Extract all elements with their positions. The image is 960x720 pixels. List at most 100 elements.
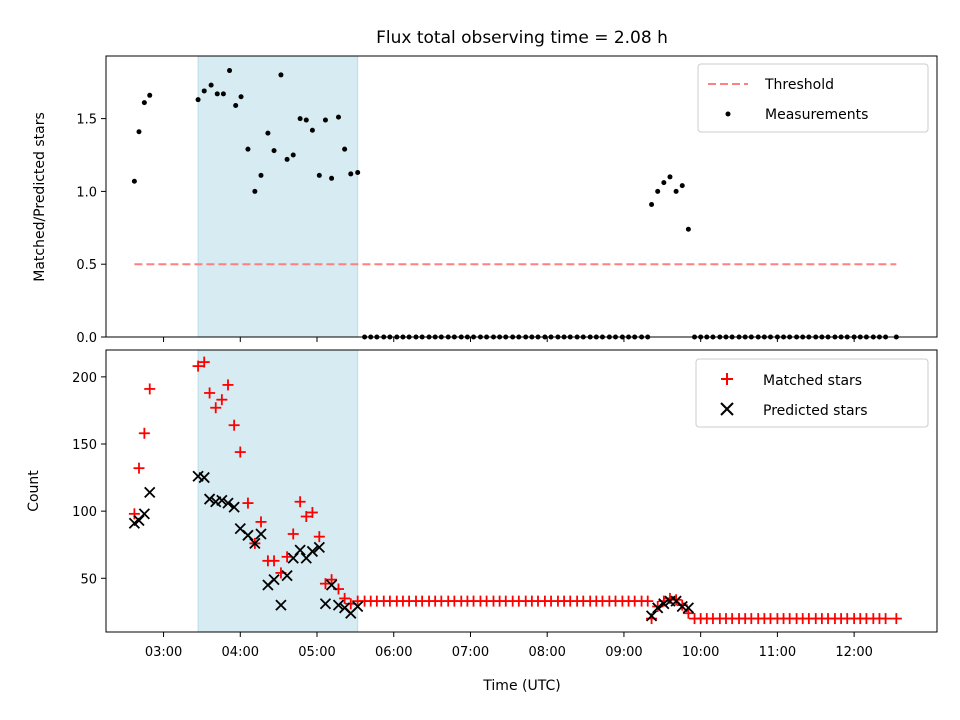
predicted-star-point <box>281 569 293 582</box>
measurement-point <box>673 188 679 194</box>
measurement-point <box>233 103 239 109</box>
measurement-point <box>290 152 296 158</box>
count-y-tick-label: 150 <box>72 438 97 453</box>
matched-star-point <box>294 496 306 508</box>
predicted-star-point <box>313 541 325 554</box>
predicted-star-point <box>658 598 670 610</box>
measurement-point <box>348 171 354 177</box>
matched-star-point <box>642 595 654 607</box>
measurement-point <box>141 100 147 106</box>
legend-threshold-label: Threshold <box>764 77 834 93</box>
chart-title: Flux total observing time = 2.08 h <box>376 28 668 48</box>
ratio-y-tick-label: 1.5 <box>76 113 97 128</box>
matched-star-point <box>192 360 204 372</box>
measurement-point <box>220 91 226 97</box>
measurement-point <box>238 94 244 100</box>
measurement-point <box>667 174 673 180</box>
predicted-star-point <box>325 579 338 591</box>
count-y-tick-label: 100 <box>72 505 97 520</box>
matched-star-point <box>682 607 694 619</box>
matched-star-point <box>287 528 299 540</box>
x-tick-label: 03:00 <box>145 645 182 660</box>
predicted-star-point <box>275 599 287 611</box>
predicted-star-point <box>133 514 145 527</box>
x-tick-label: 12:00 <box>835 645 872 660</box>
legend-predicted-label: Predicted stars <box>763 403 868 419</box>
matched-star-point <box>313 531 325 543</box>
matched-star-point <box>300 511 312 523</box>
count-y-tick-label: 50 <box>80 572 97 587</box>
legend-matched-swatch <box>721 373 733 385</box>
matched-star-point <box>216 394 228 406</box>
ratio-observing-span <box>197 55 359 338</box>
predicted-star-point <box>268 573 280 586</box>
ratio-legend: Threshold Measurements <box>697 63 929 133</box>
x-tick-label: 10:00 <box>682 645 719 660</box>
measurement-point <box>303 117 309 123</box>
matched-star-point <box>339 592 351 604</box>
x-axis-label: Time (UTC) <box>482 678 560 694</box>
measurement-point <box>258 172 264 178</box>
matched-star-point <box>306 506 318 518</box>
predicted-star-point <box>203 493 216 505</box>
matched-star-point <box>880 613 892 625</box>
matched-star-point <box>234 446 246 458</box>
measurement-point <box>322 117 328 123</box>
x-tick-label: 06:00 <box>375 645 412 660</box>
measurement-point <box>208 82 214 88</box>
matched-star-point <box>210 402 222 414</box>
count-panel: 50 100 150 200 03:00 04:00 05:00 06:00 07:00 08:… <box>26 349 938 694</box>
measurement-point <box>147 92 153 98</box>
predicted-star-point <box>319 598 332 610</box>
x-tick-label: 09:00 <box>605 645 642 660</box>
x-tick-label: 07:00 <box>452 645 489 660</box>
predicted-star-point <box>198 471 210 484</box>
predicted-star-point <box>138 508 151 520</box>
count-panel-frame <box>105 349 938 633</box>
matched-star-point <box>133 462 145 474</box>
count-legend-box <box>695 358 929 428</box>
ratio-y-axis-label: Matched/Predicted stars <box>32 112 48 282</box>
measurement-point <box>278 72 284 78</box>
matched-star-point <box>198 356 210 368</box>
matched-star-point <box>128 508 140 520</box>
measurement-point <box>335 114 341 120</box>
measurement-point <box>297 116 303 122</box>
predicted-star-point <box>294 544 306 556</box>
count-legend: Matched stars Predicted stars <box>695 358 929 428</box>
measurement-point <box>679 183 685 189</box>
measurement-point <box>355 169 361 175</box>
predicted-star-point <box>645 610 658 622</box>
measurement-point <box>214 91 220 97</box>
legend-measurements-swatch <box>725 111 731 117</box>
ratio-panel: 0.0 0.5 1.0 1.5 Matched/Predicted stars Thr… <box>32 55 938 346</box>
predicted-star-point <box>652 602 664 614</box>
measurement-point <box>284 156 290 162</box>
measurement-point <box>655 188 661 194</box>
count-y-axis-label: Count <box>26 470 42 512</box>
measurement-point <box>136 129 142 135</box>
matched-star-point <box>228 419 240 431</box>
legend-predicted-swatch <box>720 402 734 416</box>
predicted-star-point <box>306 545 319 558</box>
measurement-point <box>649 202 655 208</box>
predicted-star-point <box>332 599 345 611</box>
predicted-star-point <box>249 537 261 550</box>
measurement-point <box>329 175 335 181</box>
x-tick-label: 11:00 <box>759 645 796 660</box>
measurement-point <box>271 148 277 154</box>
count-y-tick-label: 200 <box>72 371 97 386</box>
matched-star-point <box>890 613 902 625</box>
ratio-y-tick-label: 1.0 <box>76 185 97 200</box>
measurement-point <box>201 88 207 94</box>
matched-star-point <box>326 574 338 586</box>
measurement-point <box>685 226 691 232</box>
predicted-star-point <box>682 602 695 614</box>
ratio-panel-frame <box>105 55 938 338</box>
predicted-star-point <box>352 600 364 613</box>
matched-star-point <box>268 555 280 567</box>
matched-star-point <box>242 497 254 509</box>
measurement-point <box>316 172 322 178</box>
measurement-point <box>309 127 315 133</box>
legend-matched-label: Matched stars <box>763 373 862 389</box>
